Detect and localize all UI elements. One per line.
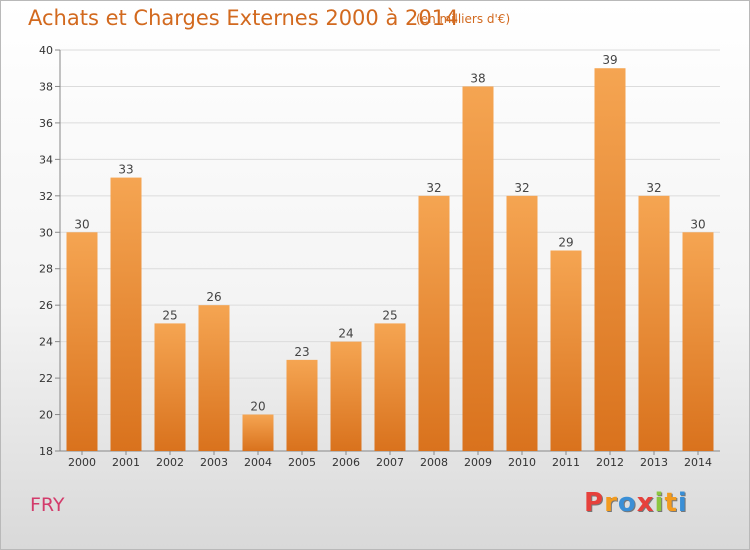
y-tick-label: 26: [39, 299, 53, 312]
bar-2002: [154, 323, 186, 451]
x-tick-label: 2012: [596, 456, 624, 469]
y-tick-label: 36: [39, 117, 53, 130]
x-tick-label: 2006: [332, 456, 360, 469]
bars: [66, 68, 714, 452]
data-label-2006: 24: [338, 327, 353, 341]
data-label-2010: 32: [514, 181, 529, 195]
bar-2003: [198, 305, 230, 451]
bar-2014: [682, 232, 714, 451]
data-label-2012: 39: [602, 53, 617, 67]
x-tick-label: 2005: [288, 456, 316, 469]
bar-2010: [506, 195, 538, 451]
x-tick-label: 2013: [640, 456, 668, 469]
data-label-2008: 32: [426, 181, 441, 195]
x-tick-label: 2009: [464, 456, 492, 469]
y-tick-label: 24: [39, 336, 53, 349]
bar-2007: [374, 323, 406, 451]
y-tick-label: 40: [39, 44, 53, 57]
y-tick-label: 30: [39, 226, 53, 239]
bar-2013: [638, 195, 670, 451]
data-label-2005: 23: [294, 345, 309, 359]
chart-title: Achats et Charges Externes 2000 à 2014: [28, 6, 459, 30]
x-tick-label: 2014: [684, 456, 712, 469]
data-label-2009: 38: [470, 71, 485, 85]
bar-2006: [330, 341, 362, 451]
town-name: FRY: [30, 494, 65, 516]
axes: 18 20 22 24 26 28 30 32 34 36 38 40 2000 2001 2002 2003…: [39, 44, 720, 469]
data-label-2013: 32: [646, 181, 661, 195]
x-tick-label: 2001: [112, 456, 140, 469]
y-tick-label: 28: [39, 263, 53, 276]
x-tick-label: 2002: [156, 456, 184, 469]
data-label-2011: 29: [558, 236, 573, 250]
bar-2011: [550, 250, 582, 451]
data-label-2003: 26: [206, 290, 221, 304]
x-tick-label: 2011: [552, 456, 580, 469]
x-tick-label: 2008: [420, 456, 448, 469]
y-tick-label: 32: [39, 190, 53, 203]
y-tick-label: 38: [39, 80, 53, 93]
x-tick-label: 2010: [508, 456, 536, 469]
y-tick-label: 18: [39, 445, 53, 458]
data-label-2007: 25: [382, 308, 397, 322]
bar-2004: [242, 414, 274, 451]
bar-2008: [418, 195, 450, 451]
data-label-2001: 33: [118, 163, 133, 177]
x-tick-label: 2003: [200, 456, 228, 469]
labels: 30 33 25 26 20 23 24 25 32 38 32 29 39 32 30: [74, 53, 705, 413]
bar-2001: [110, 177, 142, 451]
y-tick-label: 22: [39, 372, 53, 385]
proxiti-logo[interactable]: Proxiti: [584, 488, 688, 518]
data-label-2004: 20: [250, 400, 265, 414]
y-tick-label: 20: [39, 409, 53, 422]
data-label-2002: 25: [162, 308, 177, 322]
bar-2009: [462, 86, 494, 452]
x-tick-label: 2007: [376, 456, 404, 469]
data-label-2000: 30: [74, 217, 89, 231]
bar-2005: [286, 359, 318, 451]
bar-2000: [66, 232, 98, 451]
y-tick-label: 34: [39, 153, 53, 166]
x-tick-label: 2004: [244, 456, 272, 469]
chart-unit: (en milliers d'€): [416, 12, 511, 26]
bar-2012: [594, 68, 626, 452]
data-label-2014: 30: [690, 217, 705, 231]
x-tick-label: 2000: [68, 456, 96, 469]
